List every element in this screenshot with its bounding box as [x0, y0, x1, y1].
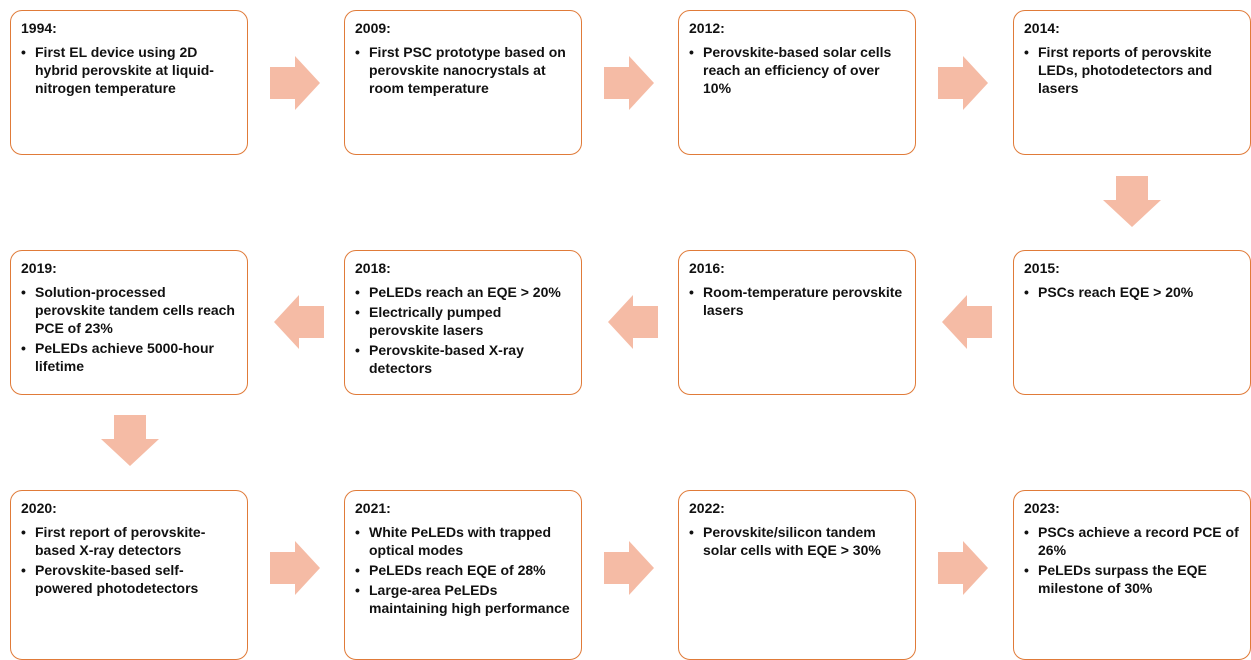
year: 2009: — [355, 20, 391, 36]
milestone-box: 2015: PSCs reach EQE > 20% — [1013, 250, 1251, 395]
milestone-item: PSCs achieve a record PCE of 26% — [1024, 523, 1240, 559]
milestone-list: Room-temperature perovskite lasers — [689, 283, 905, 319]
arrow-down — [1103, 176, 1161, 227]
year: 2019: — [21, 260, 57, 276]
timeline-page: {"nodes": [ {"year": "1994:", "items": [… — [0, 0, 1251, 645]
milestone-list: First report of perovskite-based X-ray d… — [21, 523, 237, 597]
milestone-list: First reports of perovskite LEDs, photod… — [1024, 43, 1240, 97]
milestone-box: 2020: First report of perovskite-based X-… — [10, 490, 248, 660]
arrow-right — [270, 541, 320, 595]
milestone-list: PeLEDs reach an EQE > 20% Electrically pu… — [355, 283, 571, 377]
arrow-right — [938, 541, 988, 595]
year: 2022: — [689, 500, 725, 516]
arrows — [101, 56, 1161, 595]
milestone-box: 2012: Perovskite-based solar cells reach … — [678, 10, 916, 155]
arrow-down — [101, 415, 159, 466]
arrow-left — [942, 295, 992, 349]
milestone-box: 2022: Perovskite/silicon tandem solar cel… — [678, 490, 916, 660]
milestone-item: First PSC prototype based on perovskite … — [355, 43, 571, 97]
year: 2014: — [1024, 20, 1060, 36]
milestone-box: 2018: PeLEDs reach an EQE > 20% Electrical… — [344, 250, 582, 395]
milestone-list: Solution-processed perovskite tandem cel… — [21, 283, 237, 375]
year: 2020: — [21, 500, 57, 516]
milestone-list: Perovskite/silicon tandem solar cells wi… — [689, 523, 905, 559]
milestone-item: PeLEDs reach an EQE > 20% — [355, 283, 571, 301]
milestone-item: Perovskite-based self-powered photodetec… — [21, 561, 237, 597]
year: 2016: — [689, 260, 725, 276]
milestone-item: White PeLEDs with trapped optical modes — [355, 523, 571, 559]
milestone-box: 1994: First EL device using 2D hybrid per… — [10, 10, 248, 155]
milestone-list: PSCs reach EQE > 20% — [1024, 283, 1240, 301]
milestone-box: 2023: PSCs achieve a record PCE of 26%PeL… — [1013, 490, 1251, 660]
milestone-item: PSCs reach EQE > 20% — [1024, 283, 1240, 301]
milestone-item: Perovskite-based X-ray detectors — [355, 341, 571, 377]
year: 2021: — [355, 500, 391, 516]
milestone-box: 2019: Solution-processed perovskite tande… — [10, 250, 248, 395]
arrow-right — [604, 541, 654, 595]
year: 1994: — [21, 20, 57, 36]
milestone-item: PeLEDs surpass the EQE milestone of 30% — [1024, 561, 1240, 597]
year: 2018: — [355, 260, 391, 276]
milestone-list: First EL device using 2D hybrid perovski… — [21, 43, 237, 97]
milestone-list: First PSC prototype based on perovskite … — [355, 43, 571, 97]
milestone-item: Perovskite-based solar cells reach an ef… — [689, 43, 905, 97]
milestone-list: Perovskite-based solar cells reach an ef… — [689, 43, 905, 97]
milestone-box: 2009: First PSC prototype based on perovs… — [344, 10, 582, 155]
milestone-box: 2014: First reports of perovskite LEDs, p… — [1013, 10, 1251, 155]
milestone-item: Large-area PeLEDs maintaining high perfo… — [355, 581, 571, 617]
year: 2015: — [1024, 260, 1060, 276]
arrow-left — [608, 295, 658, 349]
milestone-item: PeLEDs achieve 5000-hour lifetime — [21, 339, 237, 375]
year: 2023: — [1024, 500, 1060, 516]
milestone-list: White PeLEDs with trapped optical modes P… — [355, 523, 571, 617]
arrow-right — [604, 56, 654, 110]
milestone-box: 2016: Room-temperature perovskite lasers — [678, 250, 916, 395]
milestone-item: PeLEDs reach EQE of 28% — [355, 561, 571, 579]
milestone-item: First reports of perovskite LEDs, photod… — [1024, 43, 1240, 97]
arrow-right — [938, 56, 988, 110]
milestone-item: Perovskite/silicon tandem solar cells wi… — [689, 523, 905, 559]
arrow-left — [274, 295, 324, 349]
milestone-item: Solution-processed perovskite tandem cel… — [21, 283, 237, 337]
milestone-item: First report of perovskite-based X-ray d… — [21, 523, 237, 559]
milestone-item: Electrically pumped perovskite lasers — [355, 303, 571, 339]
arrow-right — [270, 56, 320, 110]
milestone-item: First EL device using 2D hybrid perovski… — [21, 43, 237, 97]
milestone-list: PSCs achieve a record PCE of 26%PeLEDs s… — [1024, 523, 1240, 597]
year: 2012: — [689, 20, 725, 36]
milestone-item: Room-temperature perovskite lasers — [689, 283, 905, 319]
milestone-box: 2021: White PeLEDs with trapped optical m… — [344, 490, 582, 660]
